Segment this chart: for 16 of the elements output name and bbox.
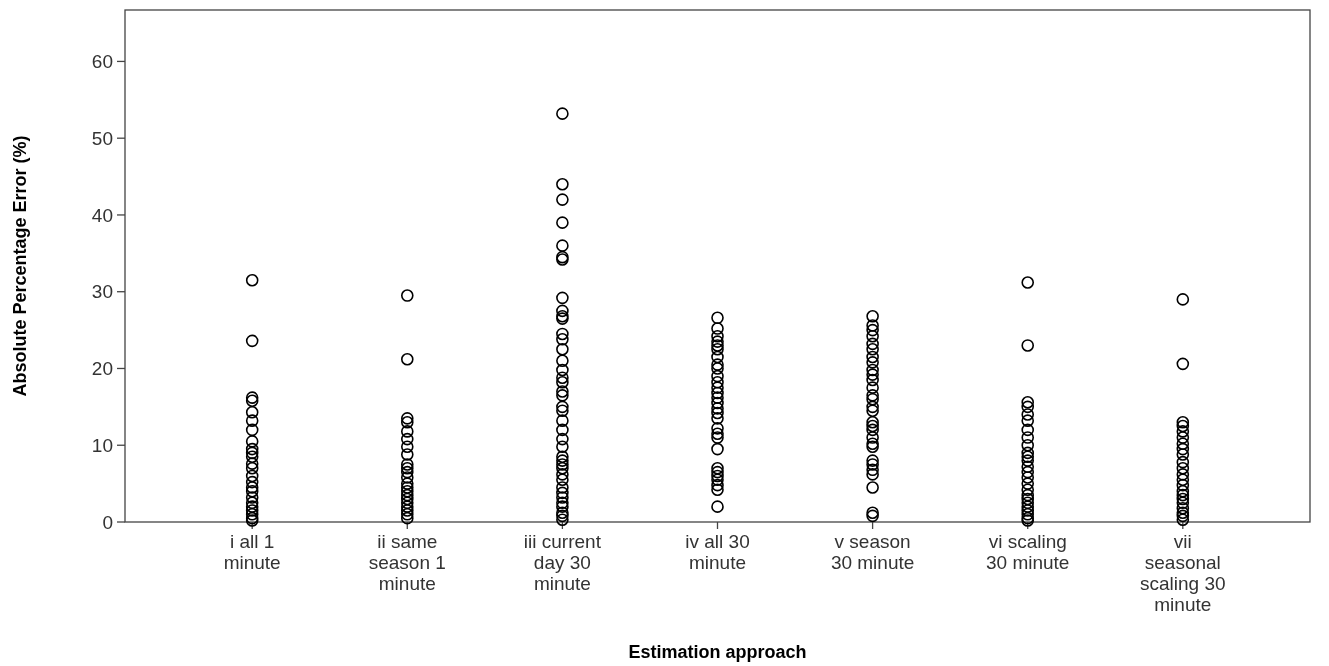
x-tick-label: vi scaling 30 minute: [985, 531, 1070, 573]
x-tick-label: vii seasonal scaling 30 minute: [1140, 531, 1226, 615]
x-tick-label: i all 1 minute: [223, 531, 281, 573]
y-tick-label: 20: [91, 358, 113, 380]
x-tick-label: iv all 30 minute: [685, 531, 750, 573]
x-tick-label: v season 30 minute: [830, 531, 915, 573]
y-tick-label: 50: [91, 127, 113, 149]
y-tick-label: 10: [91, 434, 113, 456]
y-axis-title: Absolute Percentage Error (%): [10, 135, 30, 397]
y-tick-label: 0: [102, 511, 113, 533]
x-axis-title: Estimation approach: [628, 642, 807, 662]
y-tick-label: 40: [91, 204, 113, 226]
x-tick-label: iii current day 30 minute: [523, 531, 602, 594]
y-tick-label: 30: [91, 281, 113, 303]
x-tick-label: ii same season 1 minute: [368, 531, 446, 594]
y-tick-label: 60: [91, 51, 113, 73]
